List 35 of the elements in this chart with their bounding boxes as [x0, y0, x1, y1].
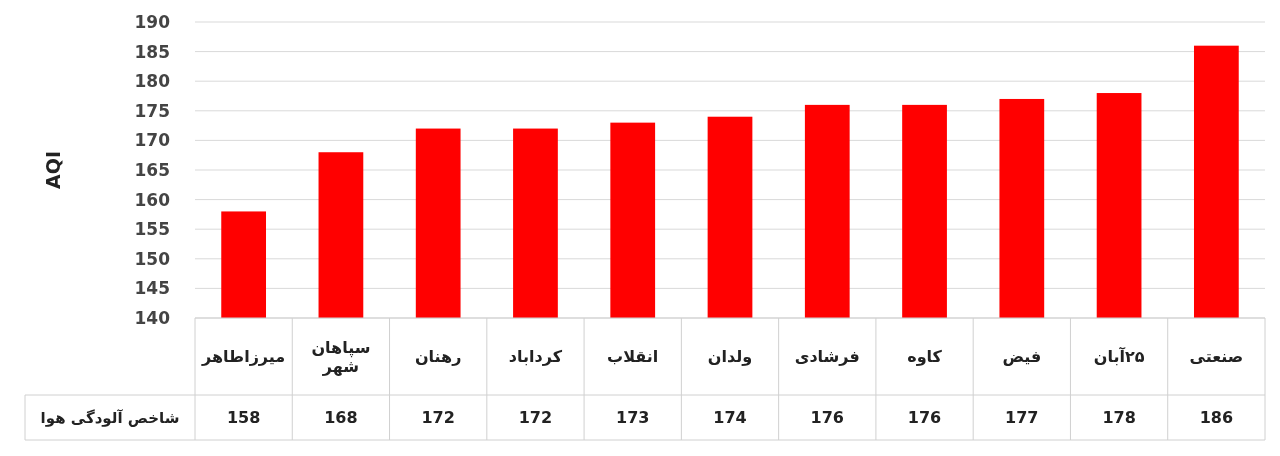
x-tick-label: کرداباد	[507, 346, 564, 368]
data-label: 173	[615, 407, 651, 429]
x-tick-label: میرزاطاهر	[200, 346, 287, 368]
x-tick-label: انقلاب	[606, 346, 660, 368]
data-label: 176	[906, 407, 943, 429]
data-label: 178	[1101, 407, 1137, 429]
data-label: 168	[323, 407, 359, 429]
x-tick-label: سپاهان شهر	[310, 336, 372, 378]
y-tick-label: 140	[134, 308, 171, 328]
x-tick-label: کاوه	[906, 346, 943, 368]
x-tick-label: رهنان	[413, 346, 463, 368]
y-tick-label: 160	[134, 189, 171, 210]
y-tick-label: 175	[134, 100, 170, 121]
data-label: 174	[712, 407, 748, 429]
y-tick-label: 155	[134, 219, 170, 240]
x-tick-label: صنعتی	[1188, 346, 1245, 368]
y-tick-label: 180	[134, 71, 171, 92]
data-label: 172	[420, 407, 456, 429]
y-tick-label: 165	[134, 160, 170, 180]
y-tick-label: 145	[134, 278, 170, 299]
text: شاخص آلودگی هوا	[39, 407, 181, 429]
x-tick-label: فرشادی	[793, 346, 861, 368]
y-tick-label: 170	[134, 130, 171, 151]
data-label: 158	[225, 407, 262, 429]
x-tick-label: ۲۵آبان	[1092, 346, 1146, 368]
x-tick-label: ولدان	[706, 346, 754, 368]
y-axis-title: AQI	[42, 151, 64, 189]
data-label: 186	[1198, 407, 1235, 429]
y-tick-label: 190	[134, 12, 171, 32]
y-tick-label: 185	[134, 41, 170, 62]
y-tick-label: 150	[134, 248, 171, 269]
data-label: 172	[517, 407, 554, 429]
data-label: 177	[1004, 407, 1040, 429]
data-label: 176	[809, 407, 845, 429]
x-tick-label: فیض	[1001, 346, 1043, 368]
